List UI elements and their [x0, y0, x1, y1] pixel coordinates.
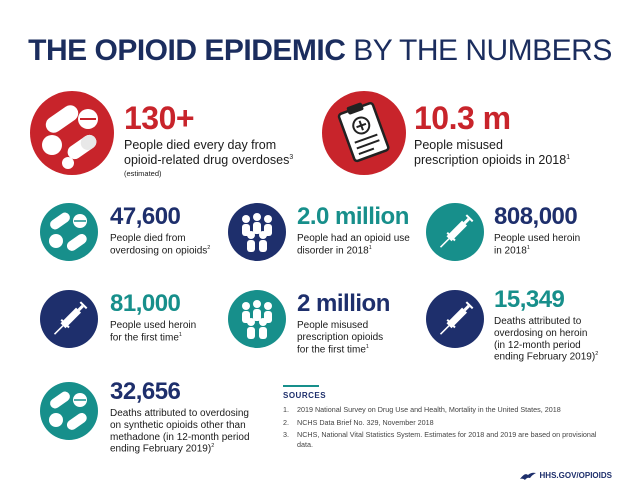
- syringe-icon: [426, 203, 484, 261]
- pills-icon: [40, 203, 98, 261]
- stat-description: People had an opioid use disorder in 201…: [297, 233, 410, 257]
- footer-text: HHS.GOV/OPIOIDS: [539, 471, 612, 481]
- people-group-icon: [228, 290, 286, 348]
- people-group-icon: [228, 203, 286, 261]
- page-title: THE OPIOID EPIDEMIC BY THE NUMBERS: [0, 34, 640, 68]
- sources-list: 1. 2019 National Survey on Drug Use and H…: [283, 405, 613, 450]
- stat-value: 47,600: [110, 203, 181, 230]
- hhs-eagle-icon: [520, 472, 537, 480]
- stat-value: 130+: [124, 100, 195, 136]
- stat-value: 81,000: [110, 290, 181, 317]
- stat-value: 10.3 m: [414, 100, 511, 136]
- stat-note: (estimated): [124, 168, 162, 178]
- stat-value: 2 million: [297, 290, 390, 317]
- stat-value: 2.0 million: [297, 203, 409, 230]
- source-item: 3. NCHS, National Vital Statistics System…: [283, 430, 597, 450]
- stat-description: People used heroin in 20181: [494, 233, 581, 257]
- stat-description: People died from overdosing on opioids2: [110, 233, 211, 257]
- syringe-icon: [426, 290, 484, 348]
- stat-description: People used heroin for the first time1: [110, 320, 197, 344]
- source-item: 1. 2019 National Survey on Drug Use and H…: [283, 405, 561, 414]
- sources-divider: [283, 385, 319, 387]
- stat-value: 808,000: [494, 203, 578, 230]
- stat-value: 32,656: [110, 378, 181, 405]
- prescription-clipboard-icon: [322, 91, 406, 175]
- stat-description: People misused prescription opioids in 2…: [414, 138, 571, 167]
- pills-icon: [30, 91, 114, 175]
- stat-description: Deaths attributed to overdosing on heroi…: [494, 316, 599, 363]
- sources-section: SOURCES 1. 2019 National Survey on Drug U…: [283, 385, 613, 453]
- stat-value: 15,349: [494, 286, 565, 313]
- sources-heading: SOURCES: [283, 391, 327, 400]
- stat-description: Deaths attributed to overdosing on synth…: [110, 408, 250, 455]
- title-bold: THE OPIOID EPIDEMIC: [28, 34, 346, 67]
- stat-description: People misused prescription opioids for …: [297, 320, 384, 355]
- pills-icon: [40, 382, 98, 440]
- syringe-icon: [40, 290, 98, 348]
- source-item: 2. NCHS Data Brief No. 329, November 2018: [283, 417, 434, 427]
- title-light: BY THE NUMBERS: [353, 34, 612, 67]
- stat-description: People died every day from opioid-relate…: [124, 138, 294, 178]
- footer-link[interactable]: HHS.GOV/OPIOIDS: [519, 471, 612, 481]
